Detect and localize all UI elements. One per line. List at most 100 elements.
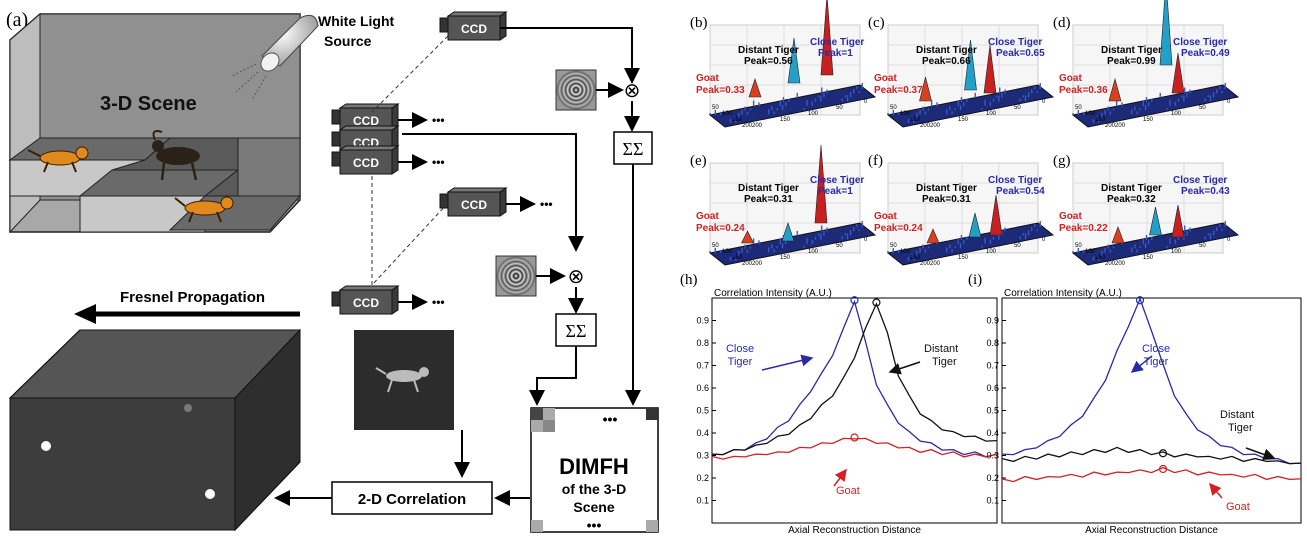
close-tiger-label: Close Tiger <box>810 175 864 186</box>
multiply-icon: ⊗ <box>624 80 641 102</box>
sum-box <box>555 313 597 347</box>
surface-tick-label: 100 <box>1085 111 1096 117</box>
surface-peak <box>989 194 1003 236</box>
y-tick-label: 0.9 <box>986 316 999 326</box>
label-arrow <box>888 361 921 375</box>
y-tick-label: 0.8 <box>696 338 709 348</box>
surface-panel-label: (f) <box>868 153 883 169</box>
close-tiger-peak: Peak=0.49 <box>1181 48 1230 59</box>
goat-label: Goat <box>874 73 897 84</box>
y-tick-label: 0.9 <box>696 316 709 326</box>
surface-tick-label: 150 <box>958 117 969 123</box>
label-arrow <box>761 354 814 371</box>
sum-label: ΣΣ <box>623 139 644 159</box>
surface-peak <box>1108 77 1122 102</box>
distant-tiger-label: Distant Tiger <box>738 45 799 56</box>
line-chart: (i) Correlation Intensity (A.U.) 0.1 0.2 0.3… <box>968 272 1302 536</box>
signal-arrow <box>402 133 584 252</box>
distant-tiger-peak: Peak=0.56 <box>744 56 793 67</box>
surface-tick-label: 100 <box>1171 111 1182 117</box>
surface-peak <box>968 212 982 238</box>
series-line <box>711 302 998 456</box>
correlation-line-charts: (h) Correlation Intensity (A.U.) 0.1 0.2 0.3… <box>680 272 1302 536</box>
surface-peak <box>748 78 762 98</box>
surface-tick-label: 100 <box>900 111 911 117</box>
y-tick-label: 0.1 <box>986 496 999 506</box>
ccd-label: CCD <box>353 296 379 310</box>
y-tick-label: 0.6 <box>986 383 999 393</box>
surface-peak <box>781 222 795 242</box>
light-source-label-line1: White Light <box>318 13 395 29</box>
distant-tiger-label: Distant Tiger <box>1101 183 1162 194</box>
surface-tick-label: 150 <box>1143 255 1154 261</box>
peak-marker <box>850 296 859 305</box>
surface-tick-label: 50 <box>890 243 897 249</box>
ccd-camera: CCD <box>331 145 400 175</box>
series-line <box>711 299 998 458</box>
surface-tick-label: 150 <box>1095 255 1106 261</box>
surface-peak <box>814 144 828 224</box>
surface-tick-label: 50 <box>712 243 719 249</box>
surface-tick-label: 100 <box>986 249 997 255</box>
peak-marker <box>1158 464 1168 474</box>
dimfh-subtitle-line2: Scene <box>573 499 614 515</box>
chart-panel-label: (h) <box>680 272 698 288</box>
ccd-label: CCD <box>461 198 487 212</box>
y-tick-label: 0.4 <box>986 428 999 438</box>
distant-tiger-label: Distant Tiger <box>916 45 977 56</box>
dimfh-bottom-ellipsis: ••• <box>587 517 602 533</box>
surface-tick-label: 50 <box>1014 243 1021 249</box>
surface-tick-label: 200 <box>1105 123 1116 129</box>
light-source-label-line2: Source <box>324 33 372 49</box>
scene-label: 3-D Scene <box>100 93 197 115</box>
surface-tick-label: 0 <box>1042 99 1046 105</box>
tiger-icon <box>375 367 429 393</box>
tiger-icon <box>174 196 234 223</box>
x-axis-label: Axial Reconstruction Distance <box>788 525 921 536</box>
surface-tick-label: 150 <box>780 117 791 123</box>
camera-grid-line <box>371 202 449 286</box>
panel-a: (a) 3-D Scene <box>6 9 659 533</box>
surface-peak <box>926 228 940 244</box>
surface-tick-label: 100 <box>722 249 733 255</box>
sum-label: ΣΣ <box>566 321 587 341</box>
close-tiger-label: Close Tiger <box>1173 175 1227 186</box>
ccd-label: CCD <box>353 114 379 128</box>
fresnel-zone-plate-icon <box>555 69 597 111</box>
surface-tick-label: 150 <box>1143 117 1154 123</box>
y-tick-label: 0.3 <box>986 451 999 461</box>
dimfh-title: DIMFH <box>559 454 629 479</box>
surface-tick-label: 200 <box>742 123 753 129</box>
goat-series-label: Goat <box>1226 501 1250 513</box>
surface-tick-label: 150 <box>958 255 969 261</box>
label-arrow <box>1245 447 1276 461</box>
distant-tiger-peak: Peak=0.99 <box>1107 56 1156 67</box>
plot-frame <box>711 297 998 524</box>
distant-tiger-peak: Peak=0.31 <box>744 194 793 205</box>
series-line <box>711 437 998 460</box>
surface-tick-label: 0 <box>864 237 868 243</box>
surface-tick-label: 50 <box>712 105 719 111</box>
goat-label: Goat <box>696 73 719 84</box>
surface-tick-label: 200 <box>752 261 763 267</box>
surface-tick-label: 200 <box>920 123 931 129</box>
surface-tick-label: 150 <box>910 255 921 261</box>
peak-marker <box>872 298 881 307</box>
ccd-camera: CCD <box>439 187 508 217</box>
surface-tick-label: 150 <box>780 255 791 261</box>
surface-tick-label: 200 <box>1115 123 1126 129</box>
surface-tick-label: 150 <box>1095 117 1106 123</box>
distant-tiger-series-label: Tiger <box>932 356 957 368</box>
surface-tick-label: 150 <box>732 255 743 261</box>
surface-peak <box>1159 0 1173 66</box>
panel-a-label: (a) <box>6 9 28 31</box>
y-tick-label: 0.1 <box>696 496 709 506</box>
goat-label: Goat <box>696 211 719 222</box>
surface-tick-label: 200 <box>930 123 941 129</box>
surface-peak <box>787 37 801 84</box>
surface-panel-label: (e) <box>690 153 707 169</box>
goat-peak: Peak=0.24 <box>874 223 923 234</box>
